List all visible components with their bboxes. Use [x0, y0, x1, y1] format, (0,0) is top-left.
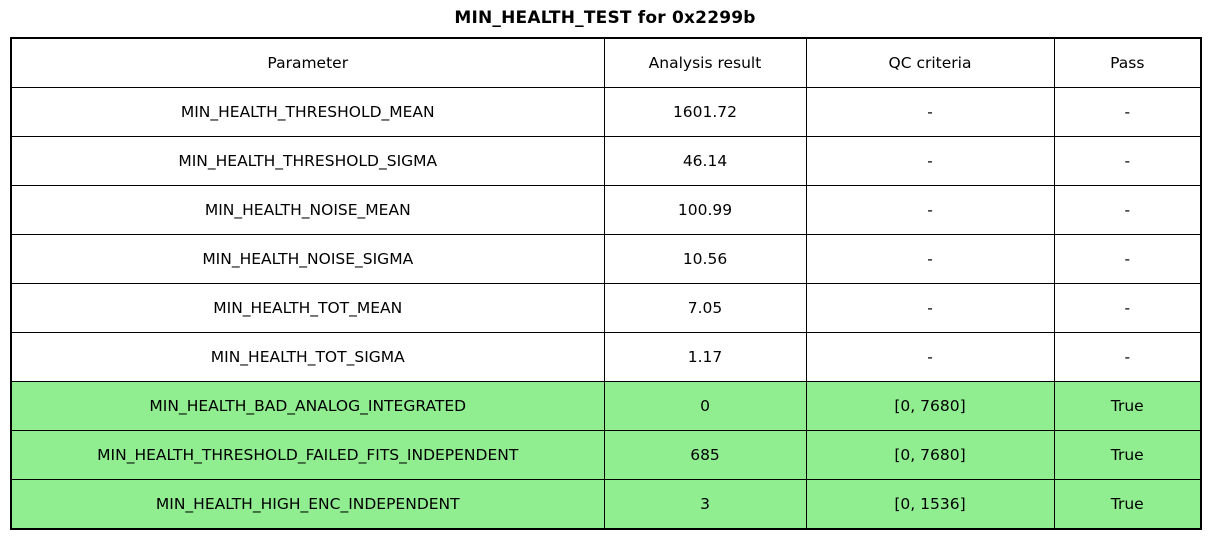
table-row: MIN_HEALTH_TOT_MEAN 7.05- -	[10, 283, 1202, 333]
cell-qc-criteria: [0, 1536]	[805, 479, 1055, 530]
cell-pass: -	[1053, 332, 1202, 382]
cell-parameter: MIN_HEALTH_NOISE_MEAN	[10, 185, 605, 235]
cell-qc-criteria: [0, 7680]	[805, 430, 1055, 480]
column-header-qc-criteria: QC criteria	[805, 37, 1055, 88]
cell-analysis-result: 0	[603, 381, 807, 431]
page-title: MIN_HEALTH_TEST for 0x2299b	[454, 8, 756, 28]
header-row: Parameter Analysis result QC criteria Pa…	[10, 37, 1202, 88]
cell-pass: True	[1053, 381, 1202, 431]
column-header-pass: Pass	[1053, 37, 1202, 88]
column-header-parameter: Parameter	[10, 37, 605, 88]
cell-pass: -	[1053, 234, 1202, 284]
cell-pass: -	[1053, 283, 1202, 333]
table-row: MIN_HEALTH_BAD_ANALOG_INTEGRATED 0 [0, 768…	[10, 381, 1202, 431]
cell-parameter: MIN_HEALTH_THRESHOLD_SIGMA	[10, 136, 605, 186]
cell-parameter: MIN_HEALTH_TOT_MEAN	[10, 283, 605, 333]
cell-qc-criteria: -	[805, 234, 1055, 284]
cell-analysis-result: 685	[603, 430, 807, 480]
cell-pass: -	[1053, 185, 1202, 235]
table-row: MIN_HEALTH_NOISE_MEAN 100.99- -	[10, 185, 1202, 235]
table-row: MIN_HEALTH_HIGH_ENC_INDEPENDENT 3 [0, 1536…	[10, 479, 1202, 530]
qc-results-table: Parameter Analysis result QC criteria Pa…	[10, 37, 1202, 530]
column-header-analysis-result: Analysis result	[603, 37, 807, 88]
cell-analysis-result: 100.99	[603, 185, 807, 235]
table-row: MIN_HEALTH_THRESHOLD_MEAN 1601.72- -	[10, 87, 1202, 137]
cell-analysis-result: 10.56	[603, 234, 807, 284]
cell-parameter: MIN_HEALTH_NOISE_SIGMA	[10, 234, 605, 284]
cell-qc-criteria: -	[805, 87, 1055, 137]
cell-qc-criteria: -	[805, 185, 1055, 235]
cell-parameter: MIN_HEALTH_BAD_ANALOG_INTEGRATED	[10, 381, 605, 431]
cell-analysis-result: 1.17	[603, 332, 807, 382]
cell-parameter: MIN_HEALTH_THRESHOLD_MEAN	[10, 87, 605, 137]
cell-analysis-result: 46.14	[603, 136, 807, 186]
cell-qc-criteria: -	[805, 332, 1055, 382]
cell-analysis-result: 1601.72	[603, 87, 807, 137]
table-row: MIN_HEALTH_NOISE_SIGMA 10.56- -	[10, 234, 1202, 284]
cell-qc-criteria: -	[805, 283, 1055, 333]
cell-pass: -	[1053, 136, 1202, 186]
cell-qc-criteria: -	[805, 136, 1055, 186]
table-body: MIN_HEALTH_THRESHOLD_MEAN 1601.72- - MIN_HE…	[10, 87, 1202, 530]
cell-analysis-result: 3	[603, 479, 807, 530]
cell-pass: -	[1053, 87, 1202, 137]
cell-qc-criteria: [0, 7680]	[805, 381, 1055, 431]
cell-pass: True	[1053, 479, 1202, 530]
cell-analysis-result: 7.05	[603, 283, 807, 333]
table-row: MIN_HEALTH_THRESHOLD_FAILED_FITS_INDEPEN…	[10, 430, 1202, 480]
cell-pass: True	[1053, 430, 1202, 480]
cell-parameter: MIN_HEALTH_THRESHOLD_FAILED_FITS_INDEPEN…	[10, 430, 605, 480]
cell-parameter: MIN_HEALTH_HIGH_ENC_INDEPENDENT	[10, 479, 605, 530]
table-row: MIN_HEALTH_THRESHOLD_SIGMA 46.14- -	[10, 136, 1202, 186]
cell-parameter: MIN_HEALTH_TOT_SIGMA	[10, 332, 605, 382]
table-row: MIN_HEALTH_TOT_SIGMA 1.17- -	[10, 332, 1202, 382]
